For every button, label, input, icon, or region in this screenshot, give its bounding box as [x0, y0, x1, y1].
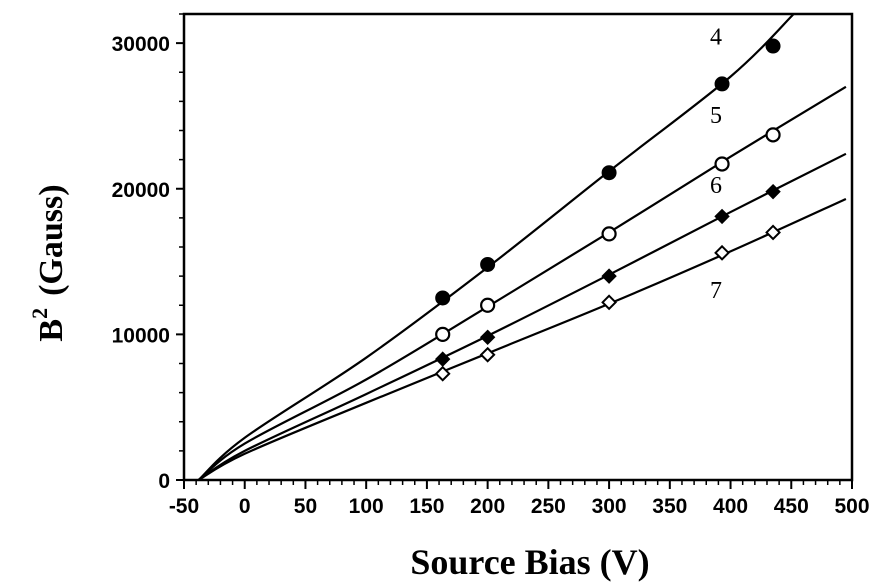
y-tick-label: 30000	[112, 33, 170, 56]
marker-open-diamond	[714, 244, 730, 261]
x-axis-title: Source Bias (V)	[410, 542, 649, 582]
x-tick-label: 450	[774, 495, 809, 518]
curve-label-5: 5	[710, 103, 722, 129]
fit-curves	[197, 13, 847, 481]
marker-open-diamond	[434, 365, 451, 382]
marker-filled-circle	[480, 256, 496, 272]
y-axis-ticks: 0 10000 20000 30000	[112, 13, 184, 493]
y-axis-title: B2 (Gauss)	[27, 184, 70, 341]
marker-open-circle	[480, 297, 496, 313]
x-tick-label: 350	[652, 495, 687, 518]
x-tick-label: 100	[349, 495, 384, 518]
marker-filled-circle	[435, 290, 451, 306]
marker-open-diamond	[601, 294, 618, 311]
curve-label-7: 7	[710, 278, 722, 304]
x-tick-label: 300	[592, 495, 627, 518]
x-tick-label: 400	[713, 495, 748, 518]
x-axis-ticks: -50 0 50 100 150 200 250 300 350 400 450 500	[169, 480, 870, 518]
data-markers	[434, 38, 781, 382]
x-tick-label: 250	[531, 495, 566, 518]
x-tick-label: -50	[169, 495, 199, 518]
curve-label-6: 6	[710, 173, 722, 199]
svg-text:B2(Gauss): B2 (Gauss)	[27, 184, 70, 341]
fit-curve-6	[197, 152, 847, 481]
y-tick-label: 0	[158, 470, 170, 493]
curve-labels: 4 5 6 7	[710, 25, 722, 304]
marker-filled-diamond	[765, 183, 781, 200]
y-tick-label: 20000	[112, 179, 170, 202]
marker-open-diamond	[479, 346, 496, 363]
marker-open-circle	[714, 156, 730, 172]
curve-label-4: 4	[710, 25, 722, 51]
x-tick-label: 50	[294, 495, 317, 518]
y-axis-title-superscript: 2	[27, 308, 52, 319]
x-tick-label: 150	[409, 495, 444, 518]
marker-filled-diamond	[601, 268, 617, 284]
x-tick-label: 200	[470, 495, 505, 518]
x-tick-label: 0	[239, 495, 251, 518]
marker-filled-circle	[765, 38, 781, 54]
marker-open-circle	[765, 127, 781, 143]
marker-filled-circle	[601, 165, 617, 181]
y-axis-title-main: B	[33, 319, 70, 342]
marker-filled-diamond	[714, 208, 730, 225]
marker-filled-diamond	[479, 329, 496, 345]
marker-open-diamond	[765, 224, 781, 241]
y-tick-label: 10000	[112, 324, 170, 347]
marker-open-circle	[601, 226, 617, 242]
fit-curve-4	[197, 13, 795, 481]
fit-curve-7	[198, 197, 847, 481]
x-tick-label: 500	[834, 495, 869, 518]
fit-curve-5	[197, 85, 847, 481]
y-axis-title-unit: (Gauss)	[33, 184, 70, 295]
marker-filled-circle	[714, 76, 730, 92]
marker-open-circle	[435, 326, 451, 342]
